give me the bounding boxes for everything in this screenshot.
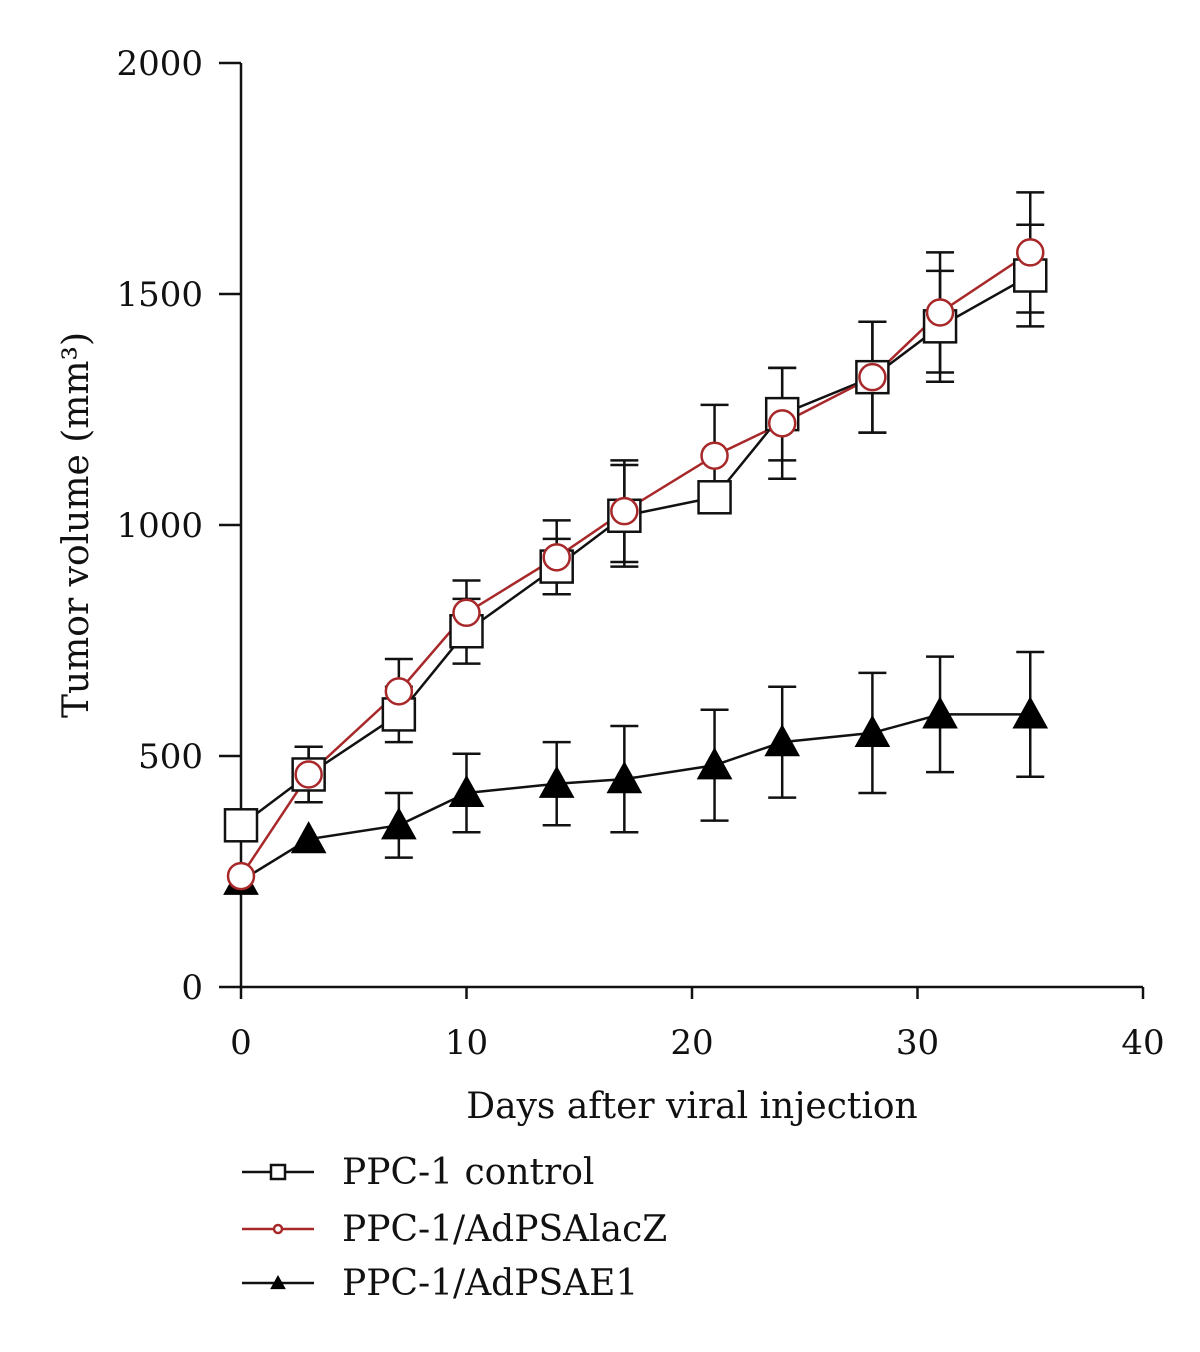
- triangle-marker: [922, 696, 958, 729]
- circle-marker: [767, 409, 797, 438]
- series-circle: [239, 191, 1045, 877]
- legend-label: PPC-1/AdPSAlacZ: [342, 1209, 667, 1250]
- legend-item: PPC-1 control: [242, 1152, 594, 1193]
- x-tick-label: 20: [670, 1023, 713, 1063]
- circle-marker: [610, 496, 639, 526]
- legend-label: PPC-1 control: [342, 1152, 594, 1193]
- circle-marker: [1016, 238, 1045, 267]
- triangle-marker: [764, 724, 801, 757]
- x-axis-label: Days after viral injection: [466, 1086, 917, 1127]
- y-tick-label: 1000: [116, 506, 203, 546]
- triangle-marker: [854, 714, 891, 747]
- y-axis-label: Tumor volume (mm³): [56, 332, 97, 718]
- x-tick-label: 30: [896, 1023, 939, 1063]
- x-tick-label: 40: [1121, 1023, 1164, 1063]
- y-tick-label: 1500: [116, 275, 203, 315]
- circle-marker: [542, 543, 571, 572]
- circle-marker: [226, 861, 256, 891]
- series-line: [240, 274, 1031, 827]
- triangle-marker: [606, 761, 643, 794]
- triangle-marker: [538, 765, 575, 798]
- circle-marker: [384, 677, 414, 706]
- y-tick-label: 2000: [116, 44, 203, 84]
- triangle-marker: [448, 774, 485, 808]
- circle-marker: [294, 760, 323, 789]
- series-triangle: [240, 650, 1045, 882]
- triangle-marker: [270, 1274, 286, 1290]
- triangle-marker: [290, 821, 327, 854]
- circle-marker: [452, 598, 481, 628]
- series-group: [223, 191, 1049, 895]
- legend-item: PPC-1/AdPSAE1: [242, 1263, 638, 1304]
- square-marker: [697, 480, 732, 515]
- y-tick-label: 0: [181, 968, 203, 1008]
- legend-item: PPC-1/AdPSAlacZ: [242, 1209, 667, 1250]
- circle-marker: [925, 298, 955, 327]
- triangle-marker: [381, 807, 417, 840]
- square-marker: [223, 808, 259, 843]
- triangle-marker: [1012, 696, 1049, 729]
- y-tick-label: 500: [138, 737, 203, 777]
- legend-label: PPC-1/AdPSAE1: [342, 1263, 638, 1304]
- x-tick-label: 10: [445, 1023, 488, 1063]
- circle-marker: [858, 362, 887, 392]
- circle-marker: [700, 441, 729, 470]
- circle-marker: [272, 1223, 284, 1235]
- x-tick-label: 0: [230, 1023, 252, 1063]
- legend: PPC-1 control PPC-1/AdPSAlacZ PPC-1/AdPSAE…: [242, 1152, 667, 1304]
- square-marker: [269, 1163, 287, 1181]
- axes: 0 10 20 30 40 0 500 1000 1500 2000: [116, 44, 1164, 1063]
- triangle-marker: [696, 747, 733, 780]
